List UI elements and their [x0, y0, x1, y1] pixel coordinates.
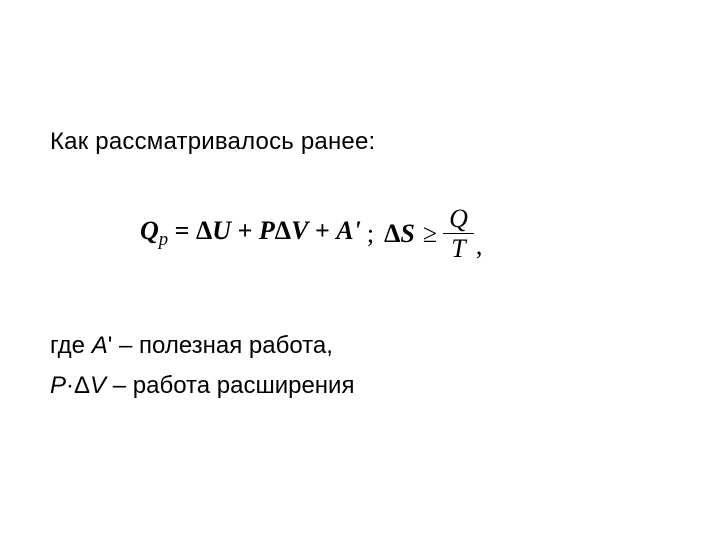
formula-row: Qp = ΔU + PΔV + A' ; ΔS ≥ Q T , [140, 205, 482, 263]
def2-sym-p: P [50, 372, 66, 399]
plus-2: + [308, 216, 336, 245]
equation-qp: Qp = ΔU + PΔV + A' [140, 216, 361, 251]
frac-den: T [445, 235, 471, 262]
geq-sign: ≥ [415, 219, 443, 249]
semicolon: ; [361, 219, 384, 249]
intro-text: Как рассматривалось ранее: [50, 128, 375, 156]
definition-pdv: P·ΔV – работа расширения [50, 372, 354, 400]
delta-s: Δ [384, 219, 400, 248]
sym-V: V [291, 216, 308, 245]
eq-sign: = [168, 216, 196, 245]
def1-dash: – [112, 332, 139, 359]
def2-dash: – [106, 372, 133, 399]
trailing-comma: , [474, 231, 483, 263]
def2-delta: Δ [74, 372, 90, 399]
sub-p: p [159, 229, 168, 250]
def1-prefix: где [50, 332, 92, 359]
delta-s-term: ΔS [384, 219, 415, 249]
slide: Как рассматривалось ранее: Qp = ΔU + PΔV… [0, 0, 720, 540]
def2-text: работа расширения [133, 372, 355, 399]
delta-u: Δ [196, 216, 212, 245]
sym-A: A [336, 216, 353, 245]
fraction-q-over-t: Q T [443, 205, 474, 263]
def1-text: полезная работа, [139, 332, 333, 359]
definition-a-prime: где A' – полезная работа, [50, 332, 333, 360]
delta-v: Δ [275, 216, 291, 245]
sym-S: S [400, 219, 414, 248]
def1-sym-a: A [92, 332, 108, 359]
def2-sym-v: V [90, 372, 106, 399]
prime: ' [354, 216, 361, 245]
frac-num: Q [443, 205, 474, 232]
def2-dot: · [66, 372, 74, 399]
sym-Q: Q [140, 216, 159, 245]
sym-P: P [259, 216, 275, 245]
sym-U: U [212, 216, 231, 245]
plus-1: + [231, 216, 259, 245]
